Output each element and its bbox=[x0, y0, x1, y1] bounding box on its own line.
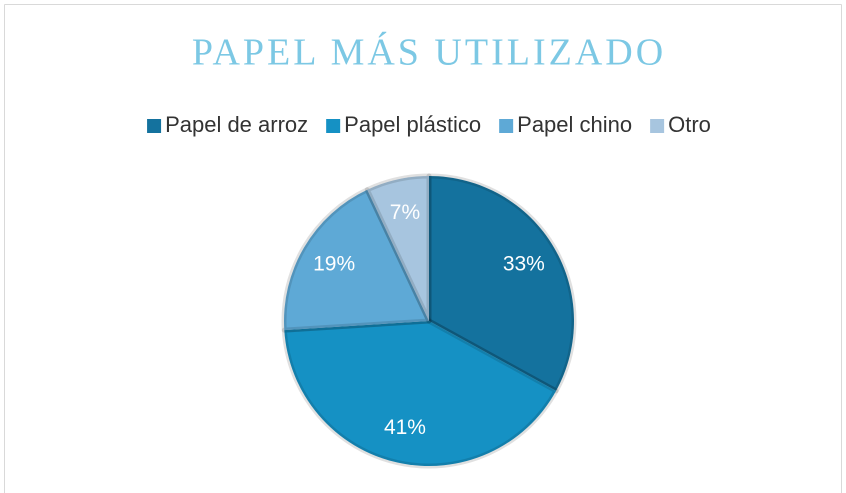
data-label: 41% bbox=[384, 416, 426, 439]
pie-slice bbox=[281, 187, 432, 333]
legend-swatch bbox=[650, 119, 665, 133]
pie-slice bbox=[281, 318, 559, 469]
legend-swatch bbox=[147, 119, 162, 133]
chart-title: PAPEL MÁS UTILIZADO bbox=[192, 32, 666, 74]
legend-swatch bbox=[326, 119, 341, 133]
legend-swatch bbox=[499, 119, 514, 133]
data-label: 7% bbox=[390, 201, 420, 224]
legend-label: Papel plástico bbox=[344, 112, 481, 137]
pie-slice bbox=[364, 173, 432, 324]
legend-label: Papel de arroz bbox=[165, 112, 308, 137]
legend-label: Otro bbox=[668, 112, 711, 137]
data-label: 33% bbox=[503, 252, 545, 275]
pie-slice bbox=[426, 173, 577, 394]
legend-label: Papel chino bbox=[517, 112, 632, 137]
data-label: 19% bbox=[313, 252, 355, 275]
